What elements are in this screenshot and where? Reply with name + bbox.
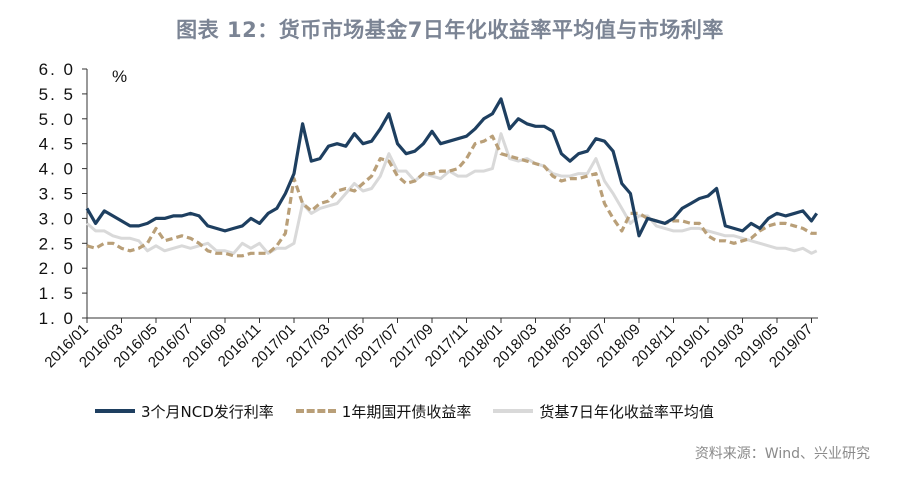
legend-light-line-icon xyxy=(493,409,534,413)
y-tick-label: 3. 0 xyxy=(39,209,75,228)
y-tick-label: 5. 5 xyxy=(39,85,75,104)
y-tick-label: 1. 5 xyxy=(39,284,75,303)
y-tick-label: 4. 5 xyxy=(39,135,75,154)
series-line-ncd xyxy=(85,97,819,238)
legend-item-bond: 1年期国开债收益率 xyxy=(295,401,472,422)
chart-title: 图表 12：货币市场基金7日年化收益率平均值与市场利率 xyxy=(176,18,724,42)
series-group xyxy=(85,97,819,258)
legend-item-ncd: 3个月NCD发行利率 xyxy=(95,401,274,422)
legend-label: 1年期国开债收益率 xyxy=(341,402,472,421)
legend-label: 3个月NCD发行利率 xyxy=(141,402,274,421)
source-note: 资料来源：Wind、兴业研究 xyxy=(694,446,870,462)
y-unit-label: % xyxy=(112,67,127,86)
y-tick-label: 2. 0 xyxy=(39,259,75,278)
legend-dashed-line-icon xyxy=(295,409,336,413)
y-tick-label: 4. 0 xyxy=(39,160,75,179)
legend-solid-line-icon xyxy=(95,409,135,413)
legend: 3个月NCD发行利率 1年期国开债收益率 货基7日年化收益率平均值 xyxy=(95,398,736,424)
series-line-mmf xyxy=(86,132,818,255)
legend-label: 货基7日年化收益率平均值 xyxy=(539,402,714,421)
y-tick-label: 1. 0 xyxy=(39,309,75,328)
legend-item-mmf: 货基7日年化收益率平均值 xyxy=(493,401,714,422)
y-axis: 6. 0 5. 5 5. 0 4. 5 4. 0 3. 5 3. 0 2. 5 2. 0 1. 5… xyxy=(39,60,88,328)
y-tick-label: 5. 0 xyxy=(39,110,75,129)
x-axis: 2016/012016/032016/052016/072016/092016/… xyxy=(41,317,818,371)
series-line-bond xyxy=(86,134,817,258)
y-tick-label: 3. 5 xyxy=(39,185,75,204)
y-tick-label: 6. 0 xyxy=(39,60,75,79)
y-tick-label: 2. 5 xyxy=(39,234,75,253)
line-chart: 6. 0 5. 5 5. 0 4. 5 4. 0 3. 5 3. 0 2. 5 2. 0 1. 5… xyxy=(39,60,819,371)
